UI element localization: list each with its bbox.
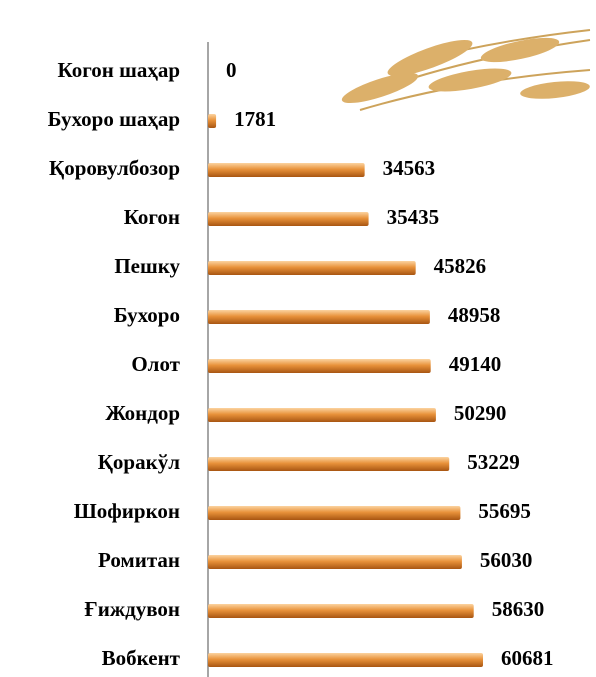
wheat-decoration bbox=[339, 30, 590, 110]
value-label: 1781 bbox=[234, 107, 276, 131]
value-label: 45826 bbox=[434, 254, 487, 278]
category-label: Олот bbox=[131, 352, 180, 376]
value-label: 60681 bbox=[501, 646, 554, 670]
bar bbox=[208, 408, 436, 422]
chart: Когон шаҳар 0 Бухоро шаҳар 1781 Қоровулбозор… bbox=[0, 0, 596, 677]
category-label: Шофиркон bbox=[74, 499, 180, 523]
category-label: Вобкент bbox=[102, 646, 181, 670]
category-label: Когон шаҳар bbox=[58, 58, 180, 82]
bar bbox=[208, 212, 369, 226]
value-label: 53229 bbox=[467, 450, 519, 474]
value-label: 50290 bbox=[454, 401, 507, 425]
category-label: Қоровулбозор bbox=[49, 156, 180, 180]
category-label: Бухоро bbox=[114, 303, 180, 327]
category-label: Қоракўл bbox=[98, 450, 181, 474]
category-label: Ромитан bbox=[98, 548, 180, 572]
category-label: Пешку bbox=[114, 254, 180, 278]
bar bbox=[208, 604, 474, 618]
category-label: Жондор bbox=[105, 401, 180, 425]
value-label: 34563 bbox=[383, 156, 436, 180]
bar bbox=[208, 506, 460, 520]
value-label: 56030 bbox=[480, 548, 532, 572]
value-label: 55695 bbox=[478, 499, 530, 523]
bar bbox=[208, 261, 416, 275]
value-label: 35435 bbox=[387, 205, 440, 229]
bar bbox=[208, 555, 462, 569]
value-label: 49140 bbox=[449, 352, 502, 376]
bar bbox=[208, 114, 216, 128]
bar bbox=[208, 310, 430, 324]
bar bbox=[208, 457, 449, 471]
category-label: Ғиждувон bbox=[84, 597, 180, 621]
category-label: Когон bbox=[124, 205, 180, 229]
value-label: 0 bbox=[226, 58, 237, 82]
bar bbox=[208, 653, 483, 667]
bar bbox=[208, 163, 365, 177]
value-label: 58630 bbox=[492, 597, 545, 621]
bar bbox=[208, 359, 431, 373]
category-label: Бухоро шаҳар bbox=[48, 107, 180, 131]
value-label: 48958 bbox=[448, 303, 501, 327]
